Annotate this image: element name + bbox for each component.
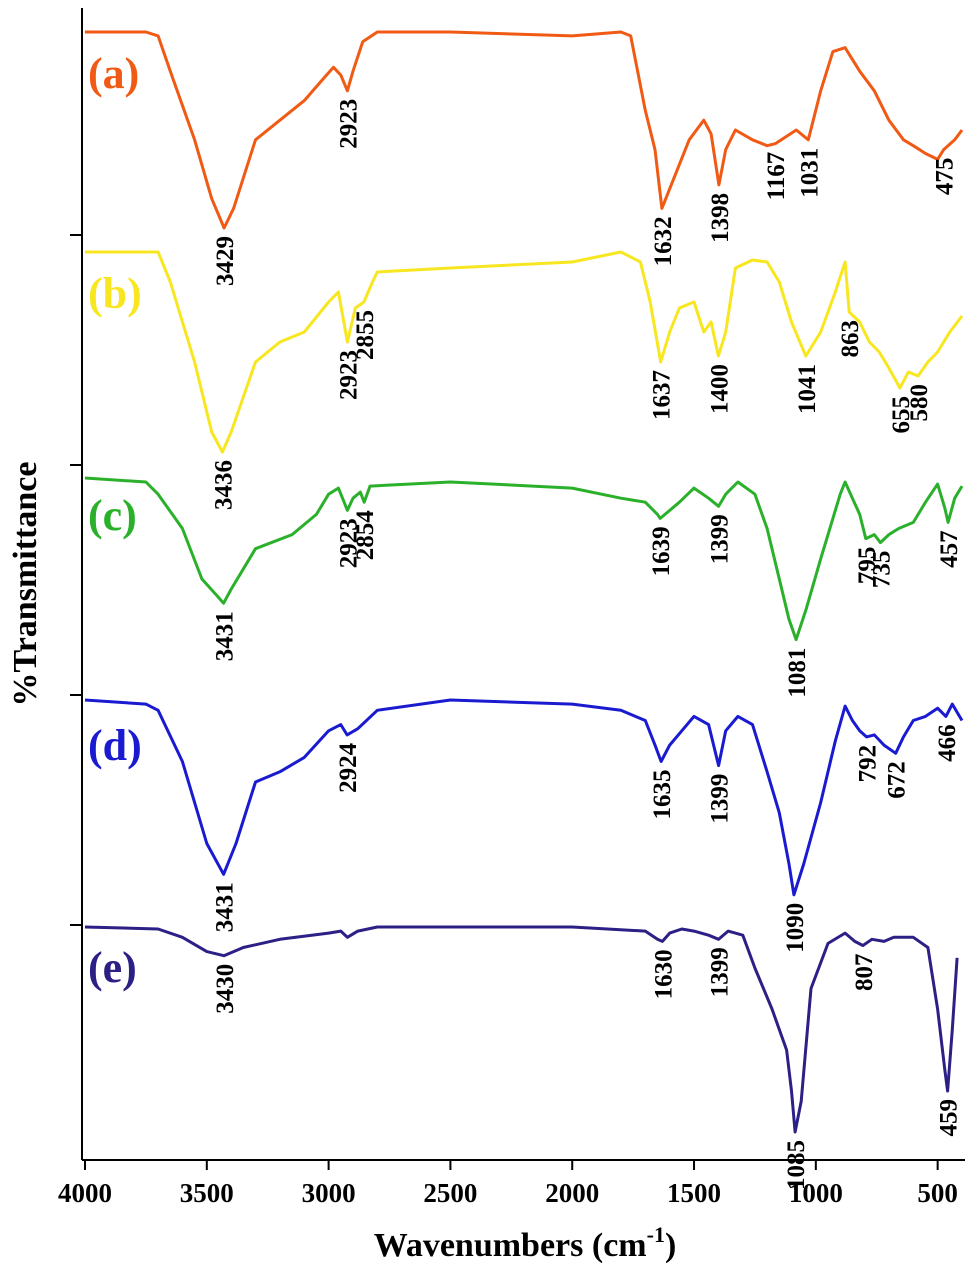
peak-label: 3431 — [212, 882, 239, 932]
spectrum-line — [84, 698, 964, 897]
peak-label: 1090 — [782, 903, 809, 953]
series-e: (e) 3430 1630 1399 1085 807 459 — [84, 925, 963, 1190]
peak-label: 1630 — [650, 949, 677, 999]
peak-label: 2923 — [335, 350, 362, 400]
peak-label: 1081 — [784, 648, 811, 698]
x-tick-label: 3000 — [302, 1178, 356, 1208]
axes: 4000 3500 3000 2500 2000 1500 1000 500 — [58, 8, 965, 1208]
x-tick-label: 1500 — [667, 1178, 721, 1208]
x-axis-title-main: Wavenumbers (cm — [374, 1227, 647, 1264]
peak-label: 2923 — [335, 518, 362, 568]
series-layer: (a) 3429 2923 1632 1398 1167 1031 475 (b) 3436 292… — [84, 30, 964, 1190]
peak-label: 1637 — [649, 370, 676, 420]
peak-label: 3429 — [212, 236, 239, 286]
peak-label: 2854 — [352, 510, 379, 561]
peak-label: 475 — [932, 158, 959, 196]
peak-label: 2924 — [335, 742, 362, 793]
x-tick-label: 3500 — [180, 1178, 234, 1208]
peak-label: 580 — [906, 384, 933, 422]
series-d: (d) 3431 2924 1635 1399 1090 792 672 466 — [84, 698, 964, 953]
peak-label: 1167 — [763, 152, 790, 201]
spectrum-line — [84, 925, 959, 1134]
x-axis-title-sup: -1 — [647, 1222, 665, 1247]
x-tick-label: 1000 — [789, 1178, 843, 1208]
series-tag: (d) — [88, 721, 142, 770]
peak-label: 2923 — [335, 99, 362, 149]
peak-label: 1639 — [648, 526, 675, 576]
peak-label: 655 — [888, 396, 915, 434]
spectrum-line — [85, 30, 964, 230]
peak-label: 1399 — [707, 514, 734, 564]
x-axis-title: Wavenumbers (cm-1) — [374, 1222, 677, 1264]
peak-label: 3430 — [212, 964, 239, 1014]
peak-label: 735 — [868, 551, 895, 589]
peak-label: 1632 — [650, 216, 677, 266]
peak-label: 1031 — [796, 148, 823, 198]
peak-label: 3436 — [210, 460, 237, 510]
peak-label: 1635 — [649, 770, 676, 820]
peak-label: 1041 — [794, 364, 821, 414]
peak-label: 457 — [936, 530, 963, 568]
x-tick-label: 4000 — [58, 1178, 112, 1208]
x-axis-title-close: ) — [665, 1227, 676, 1264]
peak-label: 1398 — [707, 193, 734, 243]
peak-label: 1085 — [783, 1140, 810, 1190]
peak-label: 1399 — [707, 947, 734, 997]
series-tag: (e) — [88, 943, 137, 992]
peak-label: 672 — [884, 761, 911, 799]
spectrum-line — [85, 250, 964, 454]
series-tag: (c) — [88, 491, 137, 540]
peak-label: 3431 — [212, 611, 239, 661]
series-tag: (b) — [88, 269, 142, 318]
peak-label: 2855 — [352, 310, 379, 360]
peak-label: 1400 — [706, 364, 733, 414]
x-tick-label: 2500 — [423, 1178, 477, 1208]
y-axis-title: %Transmittance — [7, 462, 44, 707]
peak-label: 807 — [851, 954, 878, 992]
spectrum-line — [84, 476, 964, 642]
peak-label: 466 — [934, 724, 961, 762]
peak-label: 459 — [936, 1099, 963, 1137]
x-tick-label: 2000 — [545, 1178, 599, 1208]
x-tick-label: 500 — [917, 1178, 958, 1208]
x-ticks: 4000 3500 3000 2500 2000 1500 1000 500 — [58, 1160, 958, 1208]
peak-label: 1399 — [707, 774, 734, 824]
series-tag: (a) — [88, 49, 139, 98]
peak-label: 863 — [837, 320, 864, 358]
series-a: (a) 3429 2923 1632 1398 1167 1031 475 — [85, 30, 964, 286]
peak-label: 792 — [855, 745, 882, 783]
peak-label: 795 — [854, 547, 881, 585]
